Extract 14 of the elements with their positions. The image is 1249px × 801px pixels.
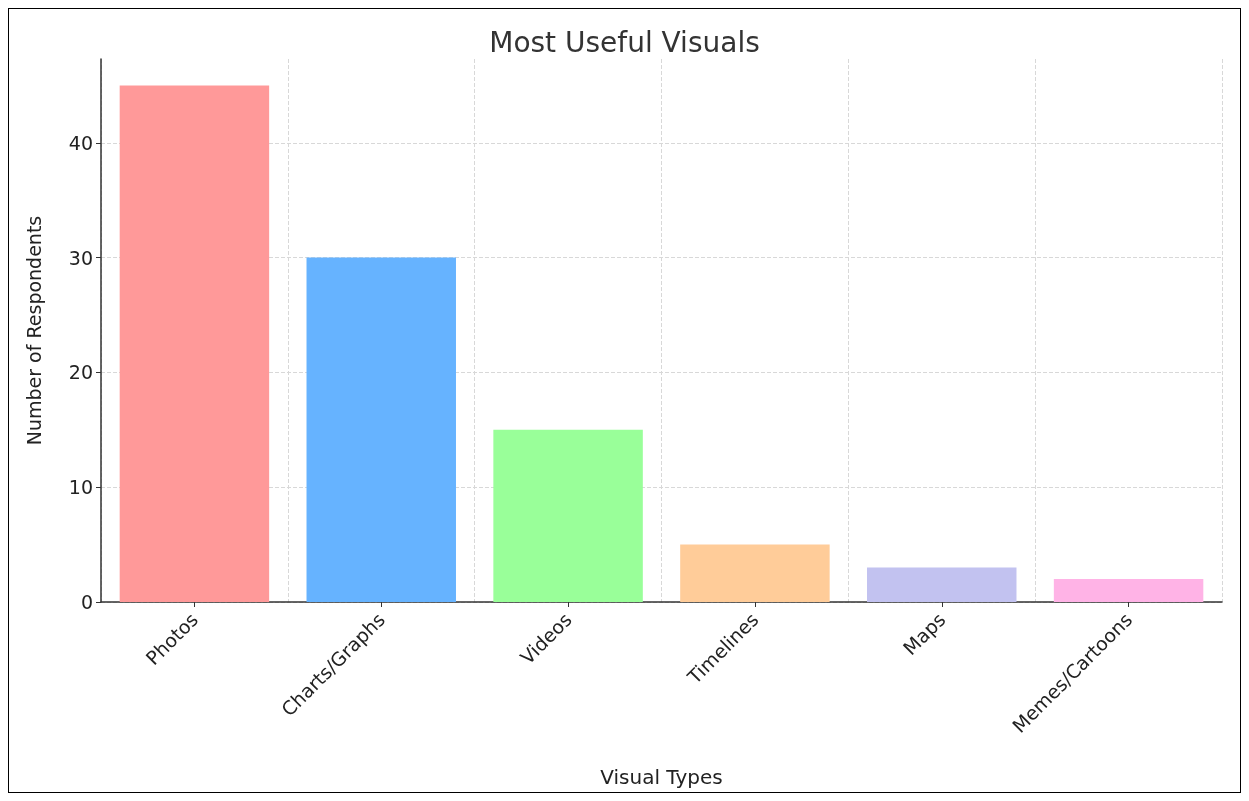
chart-title: Most Useful Visuals [489, 25, 760, 59]
bar [306, 257, 456, 602]
y-tick-label: 30 [68, 246, 93, 269]
y-tick-label: 40 [68, 131, 93, 154]
bar [119, 85, 270, 602]
bar [493, 429, 643, 602]
y-tick-label: 0 [80, 591, 93, 613]
bar [867, 567, 1017, 602]
y-tick-label: 10 [68, 476, 93, 499]
bar [1053, 579, 1204, 602]
x-axis-title: Visual Types [600, 765, 723, 789]
bar [680, 544, 830, 602]
y-tick-label: 20 [68, 361, 93, 384]
y-axis-title: Number of Respondents [22, 215, 45, 446]
